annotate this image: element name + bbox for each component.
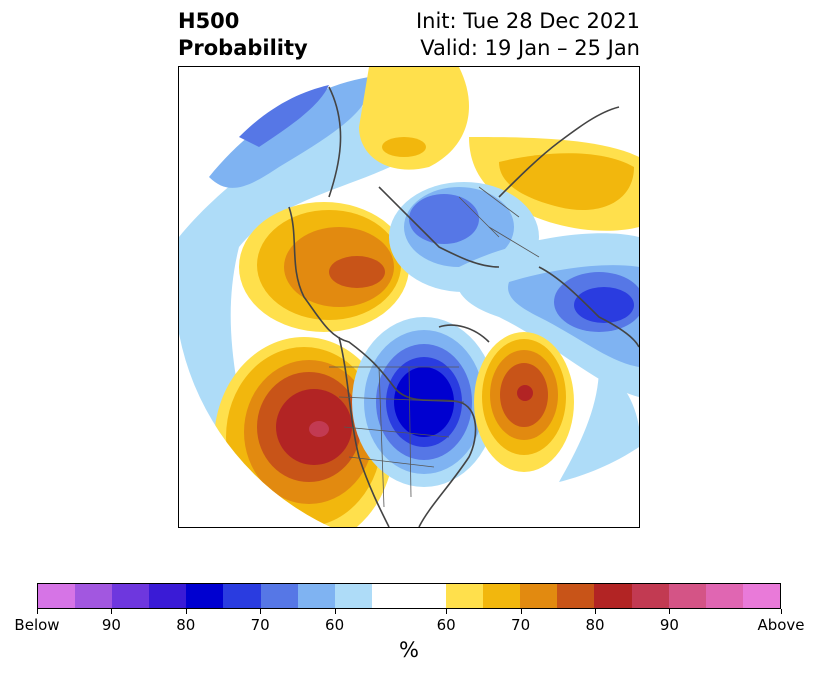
siberia-above-65 [499, 153, 634, 211]
wna-above-85 [309, 421, 329, 437]
colorbar-tick-label: 60 [436, 616, 456, 634]
colorbar-tick [111, 609, 113, 614]
atlantic-below-fringe [559, 367, 639, 482]
colorbar-swatch [149, 584, 187, 608]
scandinavia-below-70 [409, 194, 479, 244]
colorbar-tick-label: 90 [101, 616, 121, 634]
colorbar-swatch [223, 584, 261, 608]
colorbar-swatch [334, 584, 372, 608]
chart-title: H500 Probability [178, 8, 308, 62]
colorbar-tick-label: 70 [250, 616, 270, 634]
pacific-below-70 [209, 77, 371, 188]
colorbar-swatch [557, 584, 595, 608]
colorbar-swatch [408, 584, 447, 608]
colorbar-tick-label: 80 [585, 616, 605, 634]
colorbar-tick [520, 609, 522, 614]
colorbar-tick-label: 90 [659, 616, 679, 634]
colorbar-tick-label: Above [757, 616, 805, 634]
natl-above-80 [517, 385, 533, 401]
colorbar-swatch [631, 584, 669, 608]
colorbar-swatch [297, 584, 335, 608]
colorbar-swatch [742, 584, 780, 608]
colorbar [37, 583, 781, 609]
colorbar-swatch [668, 584, 706, 608]
colorbar-swatch [186, 584, 224, 608]
colorbar-swatch [483, 584, 521, 608]
colorbar-tick-label: 70 [511, 616, 531, 634]
valid-dates: Valid: 19 Jan – 25 Jan [420, 36, 640, 60]
colorbar-tick-label: Below [14, 616, 60, 634]
colorbar-tick [185, 609, 187, 614]
colorbar-swatch [371, 584, 409, 608]
date-info: Init: Tue 28 Dec 2021 Valid: 19 Jan – 25… [416, 8, 640, 62]
arctic-above-65 [382, 137, 426, 157]
pacific-below-75 [239, 85, 329, 147]
colorbar-tick [781, 609, 782, 614]
colorbar-tick-label: 60 [325, 616, 345, 634]
colorbar-tick-label: 80 [176, 616, 196, 634]
ecan-below-80 [394, 367, 454, 437]
colorbar-swatch [38, 584, 76, 608]
colorbar-tick [669, 609, 671, 614]
probability-map [179, 67, 639, 527]
colorbar-swatch [446, 584, 484, 608]
colorbar-tick [334, 609, 336, 614]
title-line-2: Probability [178, 36, 308, 60]
colorbar-units: % [399, 638, 419, 662]
colorbar-swatch [75, 584, 113, 608]
colorbar-tick [37, 609, 38, 614]
colorbar-swatch [520, 584, 558, 608]
colorbar-swatch [112, 584, 150, 608]
colorbar-swatch [594, 584, 632, 608]
colorbar-tick [595, 609, 596, 614]
colorbar-swatch [705, 584, 743, 608]
map-panel [178, 66, 640, 528]
colorbar-tick [260, 609, 262, 614]
med-below-75 [574, 287, 634, 323]
init-date: Init: Tue 28 Dec 2021 [415, 9, 640, 33]
colorbar-tick [446, 609, 448, 614]
title-line-1: H500 [178, 9, 240, 33]
colorbar-swatch [260, 584, 298, 608]
alaska-above-75 [329, 256, 385, 288]
coastlines [288, 86, 639, 527]
borders [329, 186, 540, 508]
